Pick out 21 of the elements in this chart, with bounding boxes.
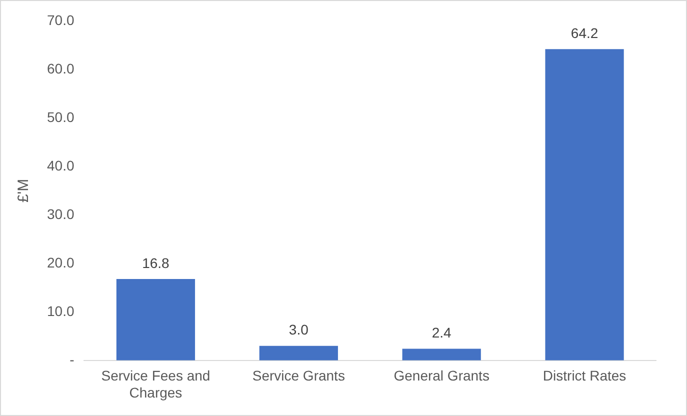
y-tick-label: 60.0 [47,60,74,76]
data-label: 2.4 [432,324,452,341]
x-tick-label: District Rates [542,368,626,384]
bar [116,278,196,360]
data-label: 3.0 [288,322,309,338]
data-label: 64.2 [570,24,598,41]
y-tick-label: 70.0 [47,12,74,28]
y-tick-label: 40.0 [47,157,74,174]
bar [402,348,481,360]
data-label: 16.8 [142,254,170,271]
x-tick-label: Service Fees and Charges [101,368,210,400]
y-tick-label: 30.0 [47,206,74,222]
bar [259,346,338,360]
bar [545,49,624,360]
y-axis-title: £'M [15,178,32,203]
x-tick-label: Service Grants [252,368,345,384]
y-tick-label: 20.0 [47,254,74,270]
y-tick-label: - [70,351,75,368]
y-tick-label: 50.0 [47,108,74,125]
x-tick-label: General Grants [394,368,490,384]
y-tick-label: 10.0 [47,302,74,319]
